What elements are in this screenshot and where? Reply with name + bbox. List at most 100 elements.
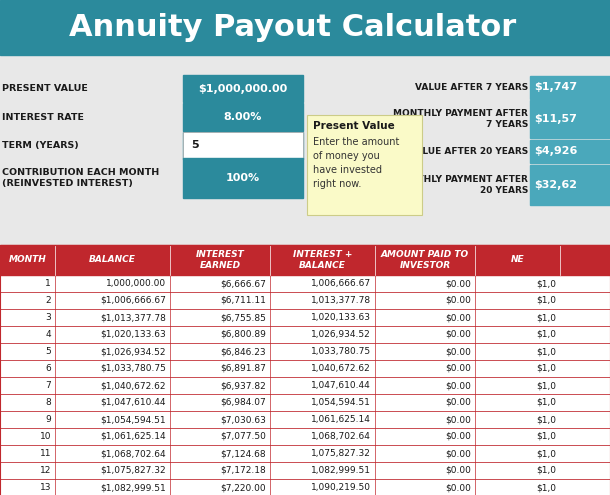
Text: $7,030.63: $7,030.63 — [220, 415, 266, 424]
Text: $1,0: $1,0 — [536, 381, 556, 390]
Text: AMOUNT PAID TO
INVESTOR: AMOUNT PAID TO INVESTOR — [381, 250, 469, 270]
Text: MONTHLY PAYMENT AFTER
20 YEARS: MONTHLY PAYMENT AFTER 20 YEARS — [393, 175, 528, 195]
Text: $1,033,780.75: $1,033,780.75 — [100, 364, 166, 373]
Text: $1,000,000.00: $1,000,000.00 — [198, 84, 288, 94]
Text: 12: 12 — [40, 466, 51, 475]
Text: 1,013,377.78: 1,013,377.78 — [311, 296, 371, 305]
Text: INTEREST +
BALANCE: INTEREST + BALANCE — [293, 250, 352, 270]
Text: 6: 6 — [45, 364, 51, 373]
Bar — [0, 292, 610, 309]
Text: 1,061,625.14: 1,061,625.14 — [311, 415, 371, 424]
Text: $0.00: $0.00 — [445, 347, 471, 356]
Text: 7: 7 — [45, 381, 51, 390]
Text: 1,075,827.32: 1,075,827.32 — [311, 449, 371, 458]
Text: $1,0: $1,0 — [536, 313, 556, 322]
Text: 100%: 100% — [226, 173, 260, 183]
Text: $0.00: $0.00 — [445, 432, 471, 441]
Text: $7,124.68: $7,124.68 — [220, 449, 266, 458]
Bar — [530, 140, 610, 163]
Bar — [0, 445, 610, 462]
Text: $6,937.82: $6,937.82 — [220, 381, 266, 390]
Text: 1,020,133.63: 1,020,133.63 — [311, 313, 371, 322]
Text: $1,013,377.78: $1,013,377.78 — [100, 313, 166, 322]
Text: $1,0: $1,0 — [536, 415, 556, 424]
Text: $0.00: $0.00 — [445, 313, 471, 322]
Text: $1,061,625.14: $1,061,625.14 — [101, 432, 166, 441]
Text: 1,054,594.51: 1,054,594.51 — [311, 398, 371, 407]
Text: $0.00: $0.00 — [445, 398, 471, 407]
Bar — [0, 394, 610, 411]
Text: CONTRIBUTION EACH MONTH
(REINVESTED INTEREST): CONTRIBUTION EACH MONTH (REINVESTED INTE… — [2, 168, 159, 188]
Text: $0.00: $0.00 — [445, 296, 471, 305]
Text: 13: 13 — [40, 483, 51, 492]
Bar — [0, 326, 610, 343]
Text: 1,000,000.00: 1,000,000.00 — [106, 279, 166, 288]
Bar — [183, 132, 303, 159]
Text: $0.00: $0.00 — [445, 466, 471, 475]
Text: $0.00: $0.00 — [445, 279, 471, 288]
Text: $1,020,133.63: $1,020,133.63 — [100, 330, 166, 339]
Bar — [0, 428, 610, 445]
Text: $7,172.18: $7,172.18 — [220, 466, 266, 475]
Bar — [183, 75, 303, 102]
Text: Present Value: Present Value — [313, 121, 395, 131]
Text: 1,033,780.75: 1,033,780.75 — [311, 347, 371, 356]
Text: PRESENT VALUE: PRESENT VALUE — [2, 84, 88, 93]
Bar — [0, 411, 610, 428]
Bar — [307, 115, 422, 215]
Text: BALANCE: BALANCE — [89, 255, 136, 264]
Text: $1,0: $1,0 — [536, 330, 556, 339]
Bar — [0, 462, 610, 479]
Text: NE: NE — [511, 255, 525, 264]
Text: 10: 10 — [40, 432, 51, 441]
Text: $1,0: $1,0 — [536, 398, 556, 407]
Text: $6,891.87: $6,891.87 — [220, 364, 266, 373]
Text: $1,0: $1,0 — [536, 432, 556, 441]
Text: $1,0: $1,0 — [536, 466, 556, 475]
Text: TERM (YEARS): TERM (YEARS) — [2, 141, 79, 150]
Text: VALUE AFTER 7 YEARS: VALUE AFTER 7 YEARS — [415, 83, 528, 92]
Text: $1,0: $1,0 — [536, 364, 556, 373]
Text: 2: 2 — [45, 296, 51, 305]
Text: 4: 4 — [45, 330, 51, 339]
Bar — [183, 103, 303, 131]
Bar — [530, 165, 610, 205]
Text: $6,846.23: $6,846.23 — [220, 347, 266, 356]
Text: $1,0: $1,0 — [536, 483, 556, 492]
Text: MONTH: MONTH — [9, 255, 46, 264]
Text: $1,068,702.64: $1,068,702.64 — [101, 449, 166, 458]
Bar — [0, 245, 610, 495]
Text: $7,077.50: $7,077.50 — [220, 432, 266, 441]
Bar — [530, 100, 610, 138]
Text: $1,047,610.44: $1,047,610.44 — [101, 398, 166, 407]
Text: $4,926: $4,926 — [534, 147, 578, 156]
Bar — [183, 158, 303, 198]
Text: $6,666.67: $6,666.67 — [220, 279, 266, 288]
Text: INTEREST RATE: INTEREST RATE — [2, 112, 84, 121]
Text: $1,006,666.67: $1,006,666.67 — [100, 296, 166, 305]
Text: VALUE AFTER 20 YEARS: VALUE AFTER 20 YEARS — [409, 147, 528, 156]
Text: Annuity Payout Calculator: Annuity Payout Calculator — [69, 13, 517, 42]
Text: $1,040,672.62: $1,040,672.62 — [101, 381, 166, 390]
Bar — [183, 132, 303, 159]
Bar — [0, 275, 610, 292]
Text: $1,747: $1,747 — [534, 83, 577, 93]
Bar — [0, 343, 610, 360]
Text: 1,090,219.50: 1,090,219.50 — [311, 483, 371, 492]
Text: $1,075,827.32: $1,075,827.32 — [101, 466, 166, 475]
Text: $1,0: $1,0 — [536, 296, 556, 305]
Text: $1,082,999.51: $1,082,999.51 — [100, 483, 166, 492]
Text: $1,0: $1,0 — [536, 279, 556, 288]
Text: $6,711.11: $6,711.11 — [220, 296, 266, 305]
Text: $6,800.89: $6,800.89 — [220, 330, 266, 339]
Bar — [0, 309, 610, 326]
Bar — [0, 377, 610, 394]
Text: 9: 9 — [45, 415, 51, 424]
Text: $1,054,594.51: $1,054,594.51 — [101, 415, 166, 424]
Text: $0.00: $0.00 — [445, 483, 471, 492]
Text: $0.00: $0.00 — [445, 449, 471, 458]
Text: 1,068,702.64: 1,068,702.64 — [311, 432, 371, 441]
Bar — [0, 245, 610, 275]
Text: 11: 11 — [40, 449, 51, 458]
Text: $0.00: $0.00 — [445, 364, 471, 373]
